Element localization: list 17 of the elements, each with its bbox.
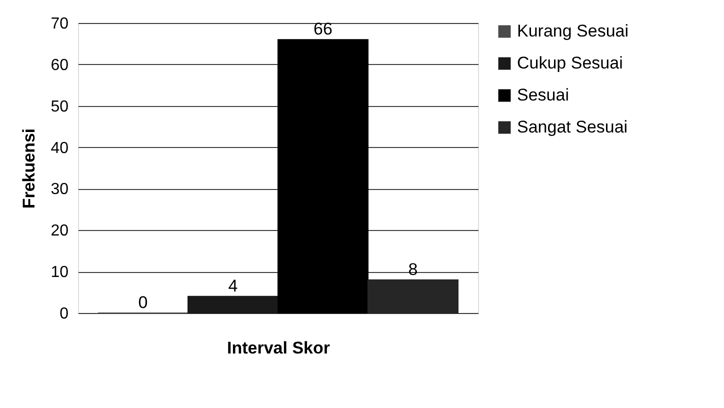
- legend-label: Sangat Sesuai: [517, 118, 628, 136]
- legend-label: Sesuai: [517, 86, 569, 104]
- data-label: 66: [314, 20, 332, 39]
- y-tick-label: 20: [50, 222, 69, 240]
- legend-label: Cukup Sesuai: [517, 54, 623, 72]
- y-tick-label: 30: [50, 181, 69, 198]
- y-tick-label: 70: [50, 16, 69, 32]
- x-axis-title: Interval Skor: [227, 338, 330, 358]
- data-label: 4: [228, 276, 238, 296]
- data-label: 0: [138, 293, 148, 312]
- legend-label: Kurang Sesuai: [517, 22, 629, 40]
- y-tick-label: 10: [50, 264, 69, 282]
- y-tick-label: 50: [50, 98, 69, 116]
- y-tick-label: 0: [60, 306, 69, 322]
- y-axis-title: Frekuensi: [20, 128, 39, 209]
- y-tick-label: 60: [50, 56, 69, 74]
- y-tick-label: 40: [50, 140, 69, 157]
